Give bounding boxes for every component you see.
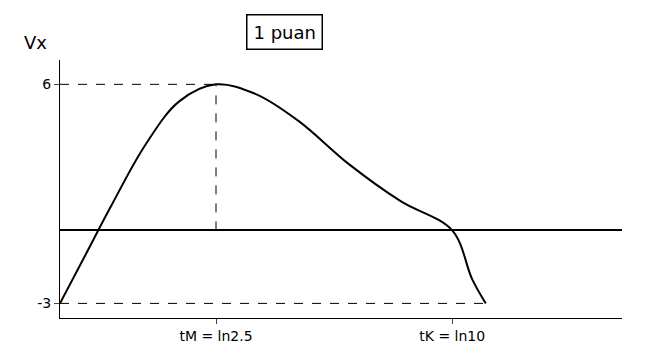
svg-text:Vx: Vx [24,32,47,53]
svg-text:1 puan: 1 puan [254,22,316,43]
svg-text:tM = ln2.5: tM = ln2.5 [179,328,252,344]
svg-text:6: 6 [42,76,51,92]
svg-text:tK = ln10: tK = ln10 [419,328,485,344]
svg-text:-3: -3 [37,295,51,311]
